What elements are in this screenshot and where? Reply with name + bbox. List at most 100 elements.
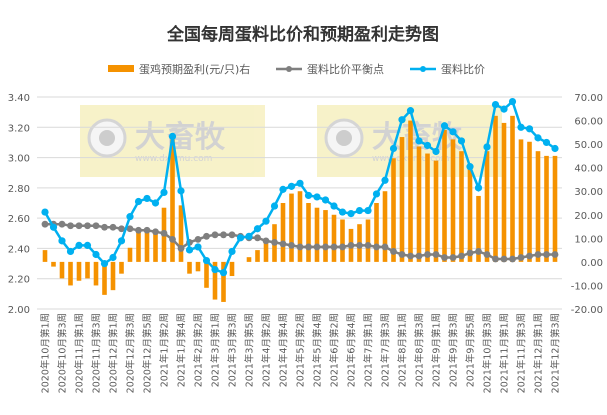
ratio-point — [330, 202, 338, 210]
x-tick-label: 2021年5月第4周 — [312, 313, 324, 387]
profit-bar — [408, 120, 413, 262]
x-tick-label: 2021年7月第1周 — [363, 313, 375, 387]
breakeven-point — [492, 255, 499, 263]
breakeven-point — [381, 243, 389, 251]
profit-bar — [450, 139, 456, 262]
ratio-point — [49, 223, 58, 231]
breakeven-point — [432, 251, 440, 258]
ratio-point — [517, 123, 525, 131]
right-tick-label: 30.00 — [574, 187, 603, 198]
line-series — [41, 97, 559, 277]
x-tick-label: 2021年1月第4周 — [176, 313, 188, 387]
right-tick-label: 0.00 — [581, 258, 603, 269]
breakeven-point — [305, 243, 312, 251]
ratio-point — [415, 137, 423, 145]
x-tick-label: 2021年8月第3周 — [414, 313, 426, 387]
ratio-point — [313, 193, 321, 201]
x-tick-label: 2021年9月第5周 — [465, 313, 477, 387]
ratio-point — [321, 196, 330, 204]
breakeven-point — [194, 235, 202, 243]
breakeven-point — [415, 252, 423, 260]
breakeven-point — [101, 223, 108, 231]
x-tick-label: 2020年12月第3周 — [125, 313, 137, 393]
legend-item: 蛋料比价平衡点 — [276, 62, 384, 76]
profit-bar — [170, 139, 175, 262]
ratio-point — [457, 137, 466, 145]
profit-bar — [229, 261, 235, 277]
profit-bar — [42, 250, 48, 262]
breakeven-point — [169, 235, 176, 243]
x-tick-label: 2021年9月第3周 — [448, 313, 460, 387]
x-tick-label: 2021年1月第2周 — [159, 313, 171, 387]
breakeven-point — [118, 225, 125, 233]
profit-bar — [323, 210, 328, 262]
ratio-point — [109, 253, 117, 262]
profit-bar — [382, 191, 388, 262]
breakeven-point — [203, 232, 210, 240]
breakeven-point — [177, 245, 185, 252]
breakeven-point — [517, 254, 525, 261]
breakeven-point — [373, 243, 380, 251]
ratio-point — [160, 188, 168, 196]
breakeven-point — [449, 254, 457, 261]
ratio-point — [381, 176, 389, 184]
breakeven-point — [220, 231, 227, 239]
x-tick-label: 2021年4月第4周 — [278, 313, 290, 387]
ratio-point — [508, 97, 517, 106]
breakeven-point — [500, 255, 508, 263]
profit-bar — [178, 205, 184, 262]
breakeven-point — [254, 234, 261, 242]
ratio-point — [296, 179, 304, 187]
legend: 蛋鸡预期盈利(元/只)右 蛋料比价平衡点 蛋料比价 — [108, 62, 485, 76]
profit-bar — [297, 191, 303, 262]
breakeven-point — [126, 225, 134, 233]
profit-bar — [527, 141, 532, 262]
right-tick-label: -10.00 — [571, 281, 603, 292]
profit-bar — [119, 261, 124, 274]
profit-bar — [374, 203, 379, 262]
watermark-brand: 大畜牧 — [135, 120, 226, 155]
right-tick-label: 40.00 — [574, 164, 603, 175]
breakeven-point — [356, 242, 363, 249]
x-tick-label: 2021年4月第2周 — [261, 313, 273, 387]
profit-bar — [459, 151, 464, 262]
ratio-point — [219, 269, 228, 277]
breakeven-point — [551, 251, 559, 258]
bar-series — [42, 115, 558, 302]
x-tick-label: 2021年5月第2周 — [295, 313, 307, 387]
left-tick-label: 2.00 — [8, 305, 30, 316]
profit-bar — [195, 261, 201, 272]
breakeven-point — [75, 222, 83, 230]
breakeven-point — [135, 226, 142, 234]
breakeven-point — [143, 226, 151, 234]
ratio-point — [491, 100, 500, 109]
left-tick-label: 3.20 — [8, 123, 30, 134]
ratio-point — [542, 138, 551, 147]
x-tick-label: 2020年11月第1周 — [74, 313, 86, 393]
breakeven-point — [483, 251, 491, 258]
profit-bar — [535, 151, 541, 262]
ratio-point — [58, 237, 66, 245]
ratio-point — [177, 187, 185, 195]
legend-swatch — [108, 65, 134, 72]
ratio-point — [279, 185, 287, 193]
profit-bar — [365, 219, 371, 262]
profit-bar — [391, 158, 396, 262]
breakeven-point — [271, 238, 278, 246]
profit-bar — [255, 250, 260, 262]
right-tick-label: 70.00 — [574, 93, 603, 104]
ratio-point — [185, 246, 194, 254]
ratio-point — [66, 247, 75, 256]
x-tick-label: 2021年3月第1周 — [210, 313, 222, 387]
ratio-point — [194, 243, 202, 251]
right-tick-label: 60.00 — [574, 117, 603, 128]
left-tick-label: 3.40 — [8, 93, 30, 104]
breakeven-point — [390, 248, 397, 255]
x-tick-label: 2021年2月第2周 — [193, 313, 205, 387]
x-axis-labels: 2020年10月第1周 2020年10月第3周 2020年11月第1周 2020年11… — [40, 313, 562, 393]
profit-bar — [76, 261, 82, 281]
profit-bar — [314, 207, 320, 262]
left-tick-label: 2.80 — [8, 184, 30, 195]
breakeven-point — [211, 231, 219, 239]
left-axis-ticks: 2.00 2.20 2.40 2.60 2.80 3.00 3.20 3.40 — [8, 93, 30, 316]
